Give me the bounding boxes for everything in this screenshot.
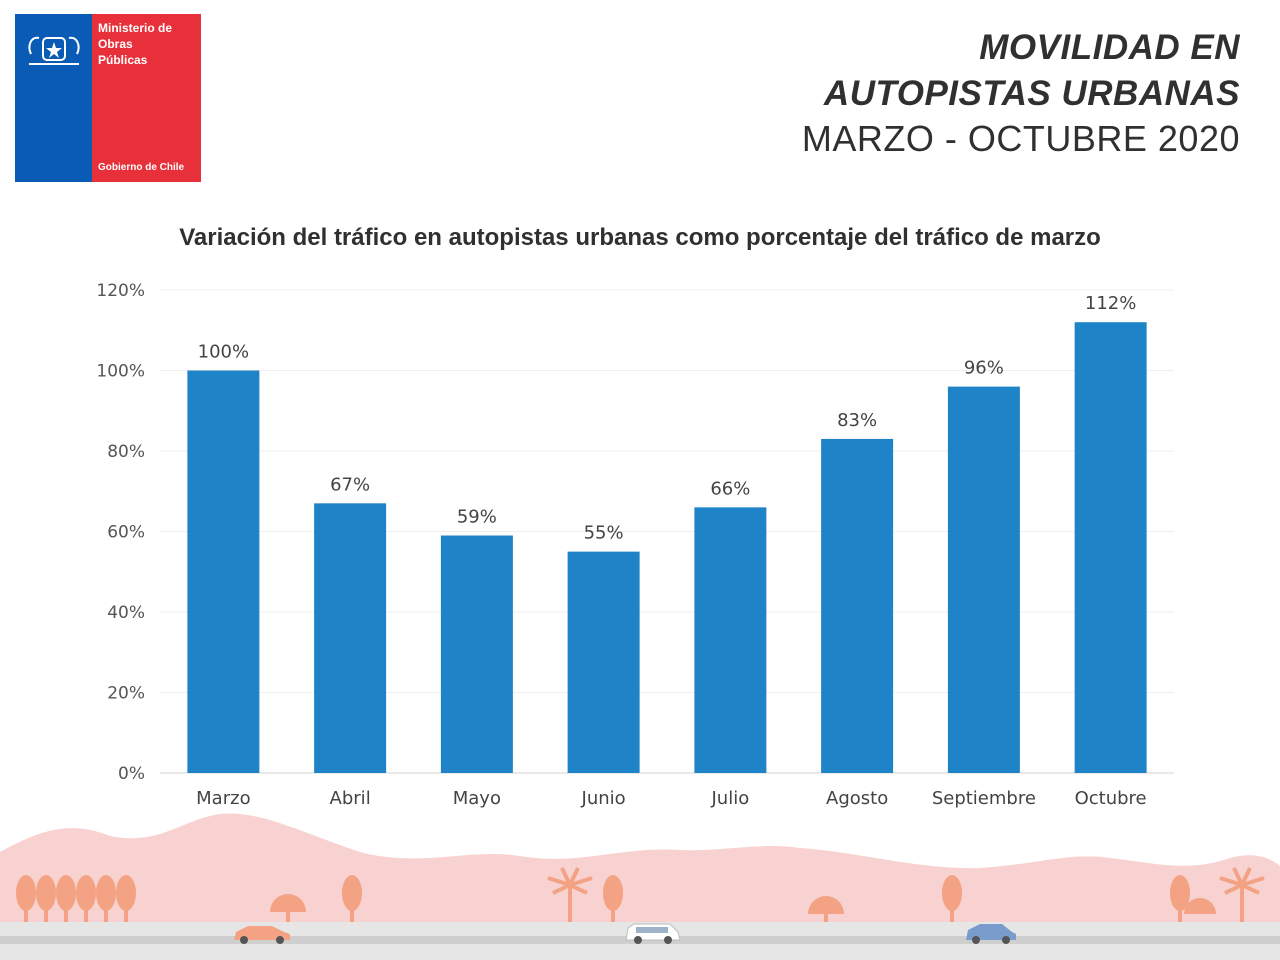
trees <box>16 867 1265 925</box>
data-label: 112% <box>1085 293 1136 314</box>
page-title-line-2: AUTOPISTAS URBANAS <box>823 74 1240 113</box>
x-tick-label: Octubre <box>1075 788 1147 809</box>
coat-of-arms-icon <box>28 36 80 65</box>
page-title-line-1: MOVILIDAD EN <box>979 28 1240 67</box>
x-tick-label: Mayo <box>453 788 501 809</box>
logo-red-panel <box>92 14 201 182</box>
data-label: 66% <box>710 478 750 499</box>
bar-marzo <box>187 370 260 773</box>
y-tick-label: 40% <box>107 603 145 623</box>
car-blue-icon <box>966 924 1016 944</box>
data-label: 100% <box>198 342 249 363</box>
government-label: Gobierno de Chile <box>98 162 185 173</box>
ministry-line-1: Ministerio de <box>98 21 173 35</box>
page-subtitle: MARZO - OCTUBRE 2020 <box>801 118 1240 159</box>
data-label: 55% <box>584 523 624 544</box>
data-label: 67% <box>330 474 370 495</box>
y-tick-label: 0% <box>118 764 145 784</box>
car-orange-icon <box>234 926 290 944</box>
bar-agosto <box>821 438 894 773</box>
x-tick-label: Agosto <box>826 788 888 809</box>
bar-mayo <box>440 535 513 773</box>
bar-julio <box>694 507 767 773</box>
y-tick-label: 120% <box>96 281 145 301</box>
data-label: 83% <box>837 410 877 431</box>
logo-blue-panel <box>15 14 92 182</box>
x-tick-label: Julio <box>711 788 750 809</box>
bar-junio <box>567 551 640 773</box>
y-tick-label: 100% <box>96 362 145 382</box>
data-label: 59% <box>457 507 497 528</box>
y-tick-label: 60% <box>107 523 145 543</box>
x-tick-label: Marzo <box>196 788 250 809</box>
bar-septiembre <box>947 386 1020 773</box>
van-white-icon <box>625 923 681 944</box>
ministry-line-2: Obras <box>98 37 133 51</box>
ministry-logo: Ministerio de Obras Públicas Gobierno de… <box>15 14 201 182</box>
ministry-line-3: Públicas <box>98 53 148 67</box>
x-tick-label: Junio <box>581 788 626 809</box>
data-label: 96% <box>964 358 1004 379</box>
bar-abril <box>314 503 387 773</box>
ministry-name: Ministerio de Obras Públicas <box>98 20 198 68</box>
bar-octubre <box>1074 322 1147 773</box>
y-tick-label: 80% <box>107 442 145 462</box>
y-tick-label: 20% <box>107 684 145 704</box>
x-tick-label: Septiembre <box>932 788 1036 809</box>
x-tick-label: Abril <box>330 788 371 809</box>
chart-title: Variación del tráfico en autopistas urba… <box>179 224 1101 251</box>
